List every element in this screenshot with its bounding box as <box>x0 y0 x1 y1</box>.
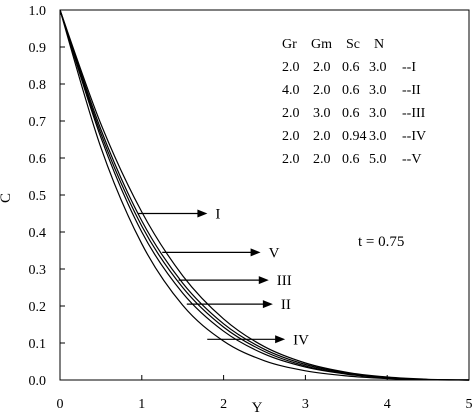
y-tick-label: 0.5 <box>29 189 47 204</box>
series-line-IV <box>59 9 470 381</box>
legend-cell: 5.0 <box>369 152 387 167</box>
legend-cell: --I <box>402 60 416 75</box>
legend-cell: --IV <box>402 129 426 144</box>
y-tick-label: 0.2 <box>29 300 47 315</box>
legend-cell: 3.0 <box>369 83 387 98</box>
legend-cell: 2.0 <box>313 83 331 98</box>
x-tick-label: 1 <box>138 397 145 412</box>
legend-cell: 2.0 <box>282 152 300 167</box>
series-label-III: III <box>277 273 292 289</box>
series-label-V: V <box>269 245 280 261</box>
legend-cell: 2.0 <box>282 60 300 75</box>
x-tick-label: 3 <box>302 397 309 412</box>
legend-cell: 3.0 <box>313 106 331 121</box>
legend-cell: 3.0 <box>369 106 387 121</box>
arrow-head-V <box>250 248 261 257</box>
parameter-legend: Gr Gm Sc N 2.0 2.0 0.6 3.0 --I 4.0 2.0 0.6 3.0 --II 2.… <box>282 37 426 167</box>
legend-cell: --V <box>402 152 421 167</box>
x-axis-ticks: 0 1 2 3 4 5 <box>57 375 473 412</box>
x-tick-label: 0 <box>57 397 64 412</box>
legend-cell: 3.0 <box>369 60 387 75</box>
y-tick-label: 1.0 <box>29 4 47 19</box>
arrow-head-II <box>262 300 273 309</box>
series-line-V <box>59 9 470 381</box>
arrow-head-III <box>258 276 269 285</box>
y-axis-ticks: 0.0 0.1 0.2 0.3 0.4 0.5 0.6 0.7 0.8 0.9 1.0 <box>29 4 65 389</box>
legend-cell: 0.6 <box>342 83 360 98</box>
legend-cell: 4.0 <box>282 83 300 98</box>
series-label-I: I <box>215 207 220 223</box>
y-tick-label: 0.8 <box>29 78 47 93</box>
x-tick-label: 4 <box>384 397 391 412</box>
legend-cell: 0.6 <box>342 152 360 167</box>
legend-cell: --II <box>402 83 421 98</box>
y-tick-label: 0.6 <box>29 152 47 167</box>
y-axis-title: C <box>0 193 14 203</box>
legend-cell: --III <box>402 106 426 121</box>
time-annotation: t = 0.75 <box>358 234 404 250</box>
legend-cell: 0.6 <box>342 106 360 121</box>
legend-cell: 3.0 <box>369 129 387 144</box>
legend-cell: 2.0 <box>282 129 300 144</box>
y-tick-label: 0.0 <box>29 374 47 389</box>
series-label-IV: IV <box>293 332 309 348</box>
x-axis-title: Y <box>252 400 263 415</box>
legend-header-cell: Gr <box>282 37 297 52</box>
y-tick-label: 0.4 <box>29 226 47 241</box>
x-tick-label: 2 <box>220 397 227 412</box>
arrow-head-IV <box>275 335 286 344</box>
legend-header-cell: Gm <box>311 37 332 52</box>
y-tick-label: 0.1 <box>29 337 47 352</box>
y-tick-label: 0.7 <box>29 115 47 130</box>
legend-cell: 0.94 <box>342 129 367 144</box>
legend-cell: 2.0 <box>313 152 331 167</box>
legend-cell: 2.0 <box>313 129 331 144</box>
legend-cell: 2.0 <box>282 106 300 121</box>
legend-cell: 0.6 <box>342 60 360 75</box>
legend-header-cell: Sc <box>346 37 360 52</box>
arrow-head-I <box>197 209 208 218</box>
y-tick-label: 0.9 <box>29 41 47 56</box>
legend-header-cell: N <box>374 37 384 52</box>
y-tick-label: 0.3 <box>29 263 47 278</box>
x-tick-label: 5 <box>466 397 473 412</box>
legend-cell: 2.0 <box>313 60 331 75</box>
series-label-II: II <box>281 297 291 313</box>
